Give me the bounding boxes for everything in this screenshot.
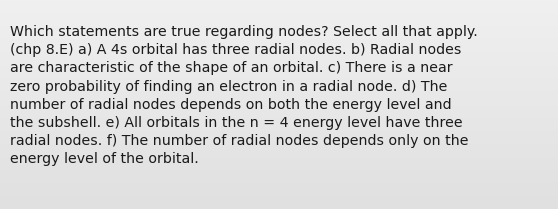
- Text: Which statements are true regarding nodes? Select all that apply.
(chp 8.E) a) A: Which statements are true regarding node…: [10, 25, 478, 166]
